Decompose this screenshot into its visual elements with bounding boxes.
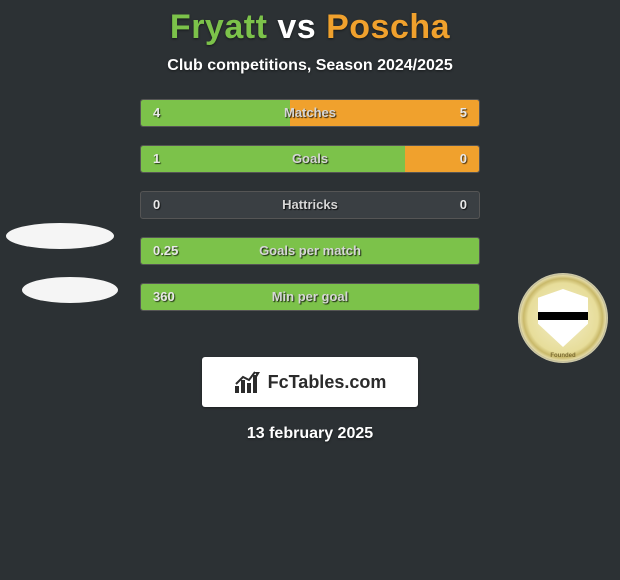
- stat-bar: 00Hattricks: [140, 191, 480, 219]
- stat-bars: 45Matches 10Goals 00Hattricks 0.25Goals per…: [140, 99, 480, 329]
- player-right-club-crest: Founded: [518, 273, 608, 363]
- stat-bar: 0.25Goals per match: [140, 237, 480, 265]
- comparison-stage: 45Matches 10Goals 00Hattricks 0.25Goals per…: [0, 99, 620, 349]
- stat-label: Matches: [141, 100, 479, 126]
- subtitle: Club competitions, Season 2024/2025: [0, 57, 620, 75]
- brand-chart-icon: [234, 370, 262, 394]
- stat-label: Goals per match: [141, 238, 479, 264]
- stat-label: Goals: [141, 146, 479, 172]
- comparison-title: Fryatt vs Poscha: [0, 0, 620, 47]
- stat-label: Hattricks: [141, 192, 479, 218]
- player-left-avatar-shape-2: [22, 277, 118, 303]
- player-right-name: Poscha: [326, 8, 450, 46]
- crest-band: [538, 312, 588, 320]
- player-left-name: Fryatt: [170, 8, 267, 46]
- crest-shield: [538, 289, 588, 347]
- brand-text: FcTables.com: [268, 372, 387, 393]
- stat-label: Min per goal: [141, 284, 479, 310]
- player-left-avatar-shape-1: [6, 223, 114, 249]
- snapshot-date: 13 february 2025: [0, 425, 620, 443]
- stat-bar: 45Matches: [140, 99, 480, 127]
- crest-caption: Founded: [550, 353, 575, 359]
- title-vs: vs: [267, 8, 326, 46]
- stat-bar: 360Min per goal: [140, 283, 480, 311]
- stat-bar: 10Goals: [140, 145, 480, 173]
- brand-badge: FcTables.com: [202, 357, 418, 407]
